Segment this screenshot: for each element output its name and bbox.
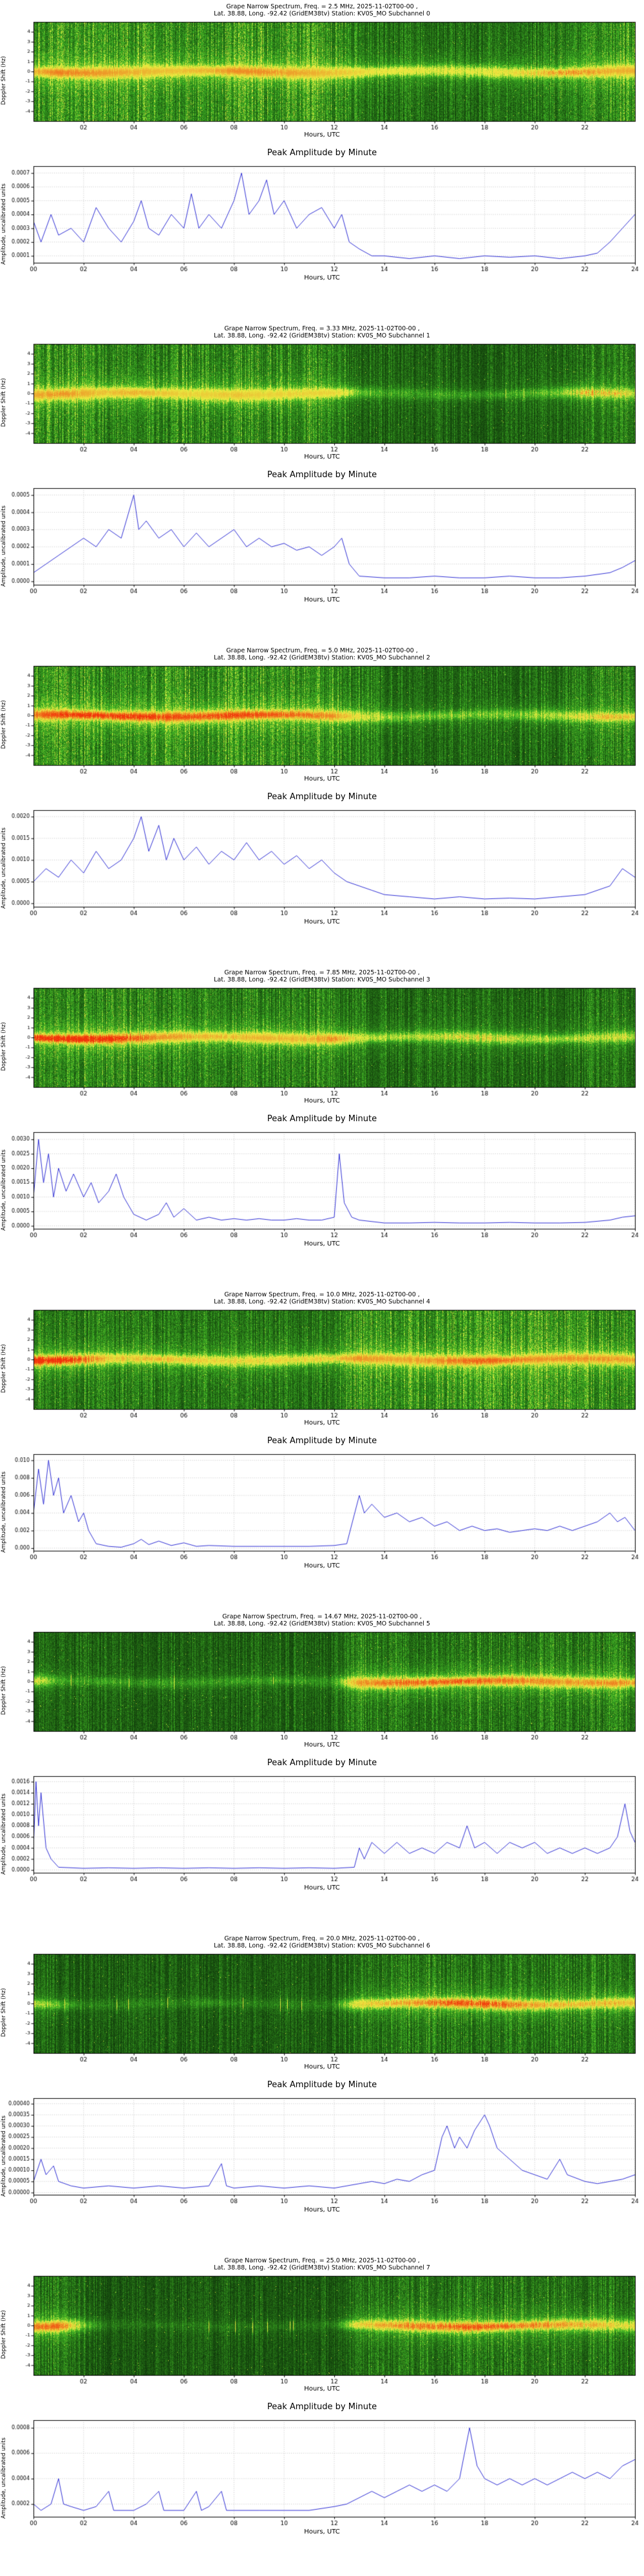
amplitude-title: Peak Amplitude by Minute [267, 470, 377, 480]
amplitude-title: Peak Amplitude by Minute [267, 148, 377, 158]
amplitude-plot: Amplitude, uncalibrated units [0, 806, 644, 930]
amplitude-title: Peak Amplitude by Minute [267, 792, 377, 802]
amplitude-plot: Amplitude, uncalibrated units [0, 2094, 644, 2218]
spectrogram-title-line1: Grape Narrow Spectrum, Freq. = 5.0 MHz, … [226, 647, 418, 654]
amplitude-xlabel: Hours, UTC [304, 1562, 340, 1569]
amplitude-xlabel: Hours, UTC [304, 2528, 340, 2535]
spectrogram-plot: Doppler Shift (Hz) [0, 2273, 644, 2396]
amplitude-plot: Amplitude, uncalibrated units [0, 1772, 644, 1896]
chart-pair-5: Grape Narrow Spectrum, Freq. = 14.67 MHz… [0, 1610, 644, 1932]
amplitude-plot: Amplitude, uncalibrated units [0, 1450, 644, 1574]
amplitude-plot: Amplitude, uncalibrated units [0, 484, 644, 608]
spectrogram-title-line2: Lat. 38.88, Long. -92.42 (GridEM38tv) St… [214, 2264, 430, 2271]
spectrogram-plot: Doppler Shift (Hz) [0, 985, 644, 1108]
spectrogram-canvas [0, 985, 644, 1108]
chart-pair-7: Grape Narrow Spectrum, Freq. = 25.0 MHz,… [0, 2254, 644, 2576]
spectrogram-plot: Doppler Shift (Hz) [0, 663, 644, 786]
spectrogram-title-line1: Grape Narrow Spectrum, Freq. = 10.0 MHz,… [224, 1291, 420, 1298]
spectrogram-plot: Doppler Shift (Hz) [0, 1629, 644, 1752]
spectrogram-xlabel: Hours, UTC [304, 1741, 340, 1748]
spectrogram-canvas [0, 1307, 644, 1430]
spectrogram-title-line2: Lat. 38.88, Long. -92.42 (GridEM38tv) St… [214, 654, 430, 661]
spectrogram-title-line2: Lat. 38.88, Long. -92.42 (GridEM38tv) St… [214, 10, 430, 17]
spectrogram-title-line1: Grape Narrow Spectrum, Freq. = 7.85 MHz,… [224, 969, 420, 976]
chart-pair-0: Grape Narrow Spectrum, Freq. = 2.5 MHz, … [0, 0, 644, 322]
spectrogram-xlabel: Hours, UTC [304, 2063, 340, 2070]
amplitude-xlabel: Hours, UTC [304, 1240, 340, 1247]
spectrogram-xlabel: Hours, UTC [304, 775, 340, 782]
amplitude-plot: Amplitude, uncalibrated units [0, 162, 644, 286]
amplitude-title: Peak Amplitude by Minute [267, 1436, 377, 1446]
chart-pair-4: Grape Narrow Spectrum, Freq. = 10.0 MHz,… [0, 1288, 644, 1610]
spectrogram-plot: Doppler Shift (Hz) [0, 1951, 644, 2074]
spectrogram-title-line1: Grape Narrow Spectrum, Freq. = 20.0 MHz,… [224, 1935, 420, 1942]
amplitude-xlabel: Hours, UTC [304, 274, 340, 281]
chart-pair-3: Grape Narrow Spectrum, Freq. = 7.85 MHz,… [0, 966, 644, 1288]
amplitude-canvas [0, 2416, 644, 2540]
spectrogram-title-line2: Lat. 38.88, Long. -92.42 (GridEM38tv) St… [214, 976, 430, 983]
amplitude-title: Peak Amplitude by Minute [267, 2402, 377, 2412]
amplitude-canvas [0, 1450, 644, 1574]
spectrogram-canvas [0, 1951, 644, 2074]
amplitude-plot: Amplitude, uncalibrated units [0, 1128, 644, 1252]
spectrogram-title-line2: Lat. 38.88, Long. -92.42 (GridEM38tv) St… [214, 1942, 430, 1949]
spectrogram-xlabel: Hours, UTC [304, 453, 340, 460]
spectrogram-title-line2: Lat. 38.88, Long. -92.42 (GridEM38tv) St… [214, 1620, 430, 1627]
spectrogram-title-line2: Lat. 38.88, Long. -92.42 (GridEM38tv) St… [214, 332, 430, 339]
amplitude-xlabel: Hours, UTC [304, 918, 340, 925]
spectrogram-xlabel: Hours, UTC [304, 131, 340, 138]
amplitude-xlabel: Hours, UTC [304, 2206, 340, 2213]
amplitude-canvas [0, 2094, 644, 2218]
amplitude-title: Peak Amplitude by Minute [267, 1758, 377, 1768]
amplitude-canvas [0, 162, 644, 286]
spectrogram-canvas [0, 2273, 644, 2396]
amplitude-canvas [0, 1128, 644, 1252]
spectrogram-canvas [0, 663, 644, 786]
spectrogram-canvas [0, 341, 644, 464]
spectrogram-canvas [0, 1629, 644, 1752]
chart-pair-1: Grape Narrow Spectrum, Freq. = 3.33 MHz,… [0, 322, 644, 644]
chart-pair-2: Grape Narrow Spectrum, Freq. = 5.0 MHz, … [0, 644, 644, 966]
spectrogram-title-line1: Grape Narrow Spectrum, Freq. = 25.0 MHz,… [224, 2257, 420, 2264]
spectrogram-plot: Doppler Shift (Hz) [0, 19, 644, 142]
spectrogram-xlabel: Hours, UTC [304, 1419, 340, 1426]
spectrogram-xlabel: Hours, UTC [304, 2385, 340, 2392]
amplitude-xlabel: Hours, UTC [304, 596, 340, 603]
amplitude-plot: Amplitude, uncalibrated units [0, 2416, 644, 2540]
amplitude-canvas [0, 484, 644, 608]
amplitude-canvas [0, 806, 644, 930]
spectrogram-title-line2: Lat. 38.88, Long. -92.42 (GridEM38tv) St… [214, 1298, 430, 1305]
spectrogram-title-line1: Grape Narrow Spectrum, Freq. = 3.33 MHz,… [224, 325, 420, 332]
amplitude-canvas [0, 1772, 644, 1896]
spectrogram-title-line1: Grape Narrow Spectrum, Freq. = 14.67 MHz… [222, 1613, 422, 1620]
spectrogram-canvas [0, 19, 644, 142]
spectrogram-title-line1: Grape Narrow Spectrum, Freq. = 2.5 MHz, … [226, 3, 418, 10]
spectrogram-plot: Doppler Shift (Hz) [0, 1307, 644, 1430]
amplitude-title: Peak Amplitude by Minute [267, 1114, 377, 1124]
amplitude-title: Peak Amplitude by Minute [267, 2080, 377, 2090]
amplitude-xlabel: Hours, UTC [304, 1884, 340, 1891]
chart-pair-6: Grape Narrow Spectrum, Freq. = 20.0 MHz,… [0, 1932, 644, 2254]
spectrogram-xlabel: Hours, UTC [304, 1097, 340, 1104]
spectrogram-plot: Doppler Shift (Hz) [0, 341, 644, 464]
